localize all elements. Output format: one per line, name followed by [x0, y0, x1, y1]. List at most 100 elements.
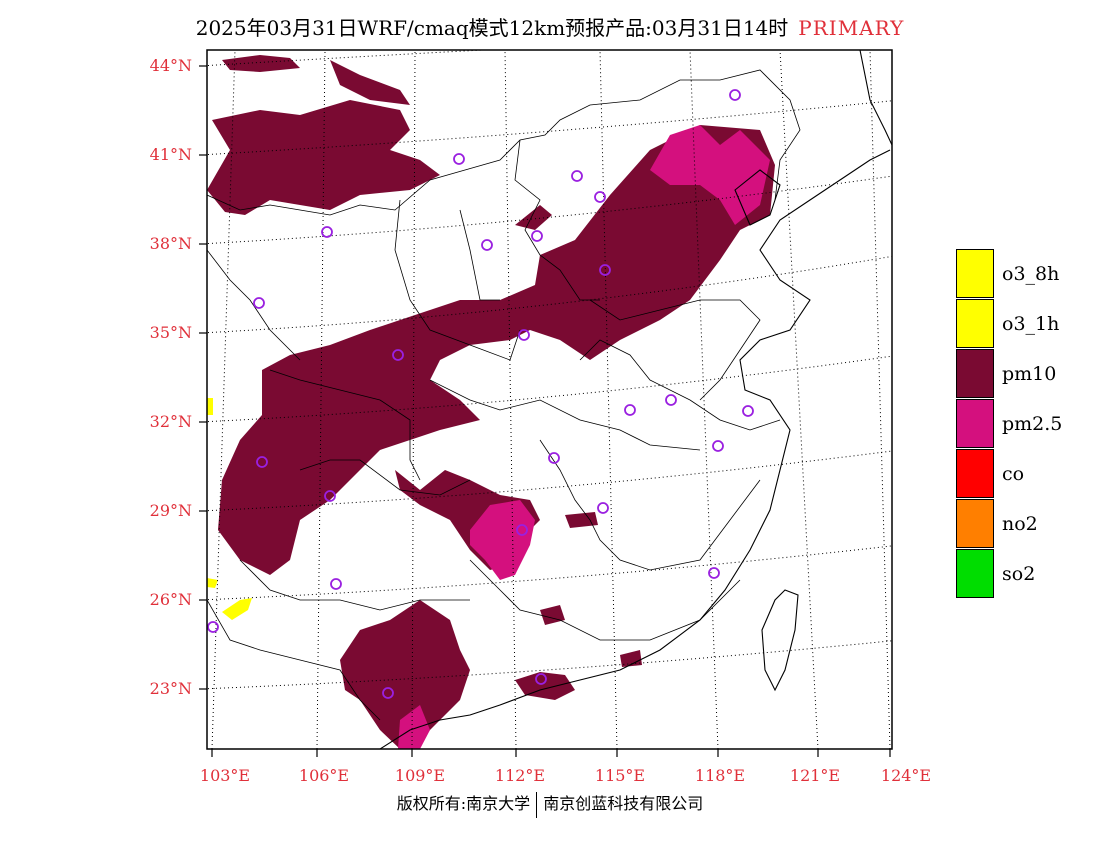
pm10-south-patch [340, 600, 470, 749]
graticule-lon-109 [411, 50, 416, 749]
o3-patch-b [207, 398, 213, 415]
boundary-guizhou [239, 559, 470, 611]
boundary-north [207, 69, 801, 216]
taiwan-island [761, 589, 799, 692]
station-marker [571, 170, 583, 182]
lat-label: 26°N [149, 590, 192, 609]
axis-ticks [199, 65, 891, 757]
coastline [379, 50, 892, 749]
pm10-north-plume [207, 100, 440, 215]
pm25-regions [398, 125, 770, 749]
lon-label: 115°E [594, 766, 646, 785]
primary-tag: PRIMARY [798, 16, 905, 40]
station-marker [742, 405, 754, 417]
station-marker [256, 456, 268, 468]
station-marker [321, 226, 333, 238]
station-marker [481, 239, 493, 251]
lat-label: 41°N [149, 145, 192, 164]
station-marker [253, 297, 265, 309]
legend-label: o3_8h [1002, 263, 1060, 285]
boundary-hebei [514, 139, 600, 301]
pm10-central-band [218, 125, 775, 575]
legend-swatch [956, 449, 994, 498]
station-marker [535, 673, 547, 685]
boundary-south [469, 559, 741, 641]
map-title: 2025年03月31日WRF/cmaq模式12km预报产品:03月31日14时 P… [0, 12, 1100, 41]
mainland-coast [379, 149, 891, 749]
legend-label: pm2.5 [1002, 413, 1063, 435]
graticule-lon-103 [211, 50, 236, 749]
station-marker [382, 687, 394, 699]
boundary-sichuan [269, 369, 421, 481]
province-boundaries [207, 69, 801, 721]
legend-label: no2 [1002, 513, 1038, 535]
pm25-central-patch [470, 500, 535, 580]
pm10-guangdong-patch [515, 672, 575, 700]
station-marker [518, 329, 530, 341]
boundary-yunnan [207, 599, 381, 721]
station-marker [548, 452, 560, 464]
station-marker [207, 621, 219, 633]
graticule-lon-124 [869, 50, 891, 749]
pm10-coast-patch [620, 650, 642, 667]
graticule-lat-35 [207, 255, 892, 334]
station-markers [207, 89, 754, 699]
lon-label: 103°E [199, 766, 251, 785]
o3-patch-a [222, 598, 252, 620]
map-frame [206, 49, 893, 750]
legend-swatch [956, 349, 994, 398]
copyright-right: 南京创蓝科技有限公司 [543, 794, 704, 813]
pm10-small-patch [515, 205, 552, 230]
station-marker [729, 89, 741, 101]
graticule-lon-118 [689, 50, 719, 749]
legend-label: so2 [1002, 563, 1036, 585]
station-marker [324, 490, 336, 502]
o3-patch-c [207, 578, 218, 588]
boundary-chongqing [299, 459, 471, 496]
station-marker [330, 578, 342, 590]
legend-swatch [956, 299, 994, 348]
station-marker [594, 191, 606, 203]
pm10-north-patch [222, 55, 300, 72]
station-marker [712, 440, 724, 452]
boundary-gansu [207, 249, 301, 361]
boundary-shanxi-west [394, 199, 521, 361]
lon-label: 121°E [789, 766, 841, 785]
lon-label: 106°E [298, 766, 350, 785]
legend-label: pm10 [1002, 363, 1057, 385]
boundary-jiangxi [539, 439, 761, 571]
footer-separator [536, 791, 538, 818]
boundary-jiangsu [579, 339, 781, 431]
lon-label: 112°E [494, 766, 546, 785]
legend-swatch [956, 549, 994, 598]
lat-label: 35°N [149, 323, 192, 342]
pm25-south-patch [398, 705, 430, 749]
legend-swatch [956, 249, 994, 298]
title-text: 2025年03月31日WRF/cmaq模式12km预报产品:03月31日14时 [195, 16, 789, 40]
bohai-coast [734, 169, 781, 226]
lat-label: 23°N [149, 679, 192, 698]
lat-label: 38°N [149, 234, 192, 253]
copyright-left: 版权所有:南京大学 [396, 794, 531, 813]
station-marker [624, 404, 636, 416]
legend-label: o3_1h [1002, 313, 1060, 335]
station-marker [531, 230, 543, 242]
lat-label: 32°N [149, 412, 192, 431]
pm25-north-patch [650, 125, 770, 225]
graticule-lon-106 [316, 50, 326, 749]
lon-label: 109°E [394, 766, 446, 785]
korea-coast [859, 50, 892, 146]
boundary-hubei-anhui [429, 379, 701, 451]
station-marker [599, 264, 611, 276]
station-marker [516, 524, 528, 536]
boundary-shandong [589, 299, 761, 401]
station-marker [392, 349, 404, 361]
legend-swatch [956, 499, 994, 548]
graticule [207, 50, 892, 749]
graticule-lon-112 [504, 50, 517, 749]
legend-label: co [1002, 463, 1025, 485]
lat-label: 29°N [149, 501, 192, 520]
lon-label: 124°E [880, 766, 932, 785]
o3-regions [207, 398, 252, 620]
